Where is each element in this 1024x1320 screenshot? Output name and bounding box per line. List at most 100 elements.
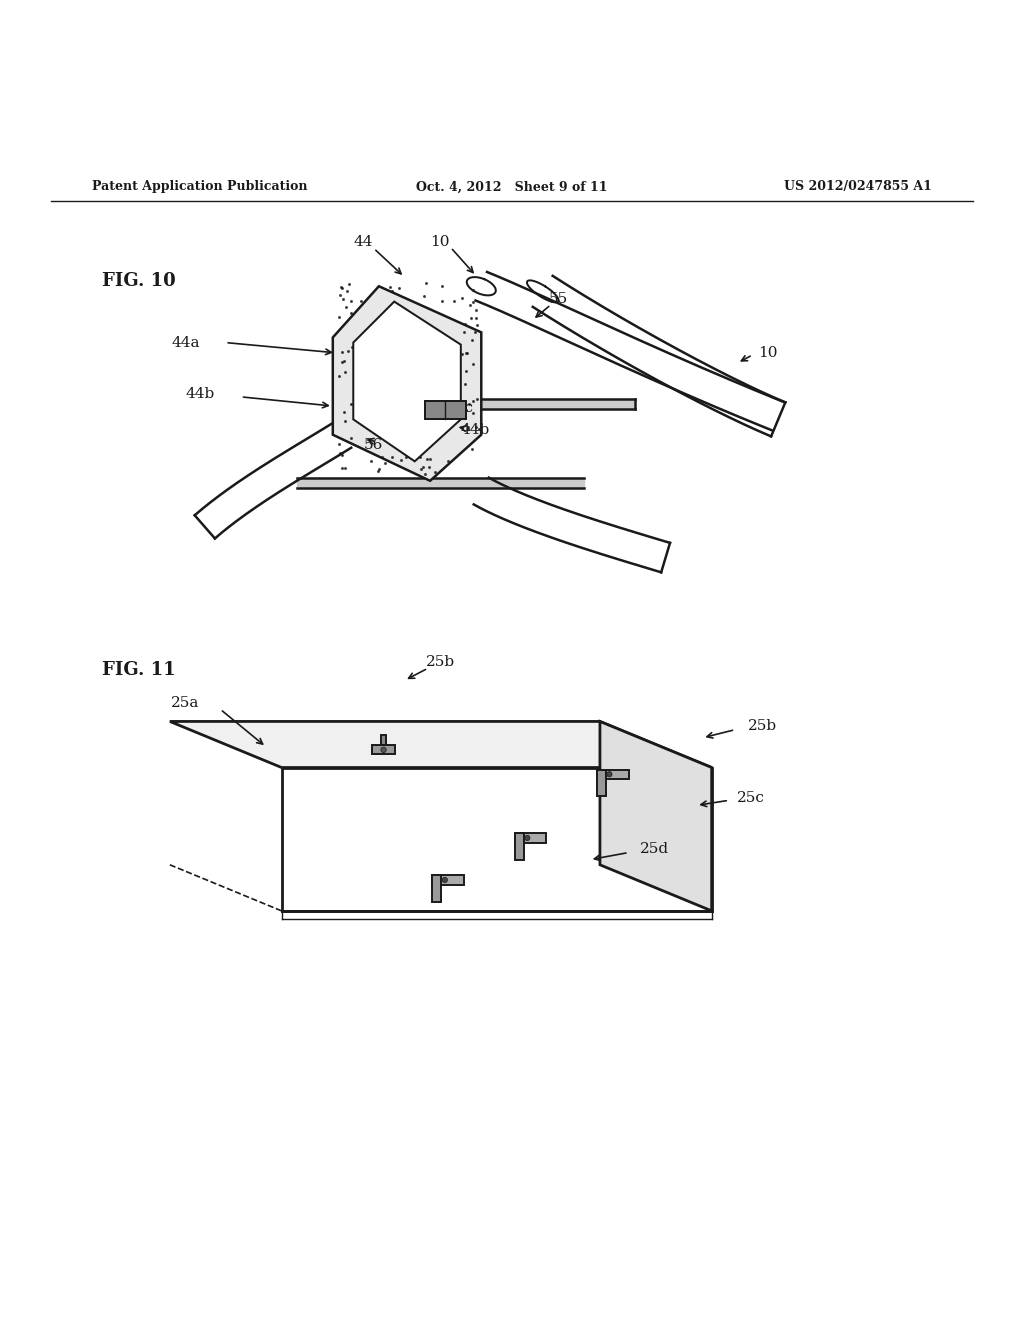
- Point: [334, 458, 350, 479]
- Text: 10: 10: [430, 235, 451, 249]
- Bar: [597, 770, 606, 796]
- Text: 25d: 25d: [640, 842, 669, 857]
- Text: 25b: 25b: [748, 718, 776, 733]
- Point: [336, 350, 352, 371]
- Point: [468, 300, 484, 321]
- Point: [397, 446, 414, 467]
- Point: [362, 450, 379, 471]
- Point: [434, 276, 451, 297]
- Polygon shape: [333, 286, 481, 480]
- Point: [422, 449, 438, 470]
- Point: [461, 393, 477, 414]
- Point: [463, 308, 479, 329]
- Point: [331, 306, 347, 327]
- Point: [391, 277, 408, 298]
- Circle shape: [607, 772, 612, 777]
- Point: [459, 342, 475, 363]
- Point: [340, 273, 356, 294]
- Point: [417, 463, 433, 484]
- Point: [331, 434, 347, 455]
- Point: [337, 411, 353, 432]
- Point: [415, 457, 431, 478]
- Point: [460, 417, 476, 438]
- Point: [454, 343, 470, 364]
- Point: [462, 294, 478, 315]
- Polygon shape: [170, 722, 712, 767]
- Point: [334, 277, 350, 298]
- Bar: [597, 770, 629, 779]
- Point: [445, 290, 462, 312]
- Polygon shape: [600, 722, 712, 911]
- Bar: [373, 746, 395, 754]
- Point: [465, 389, 481, 411]
- Point: [331, 366, 347, 387]
- Text: 44: 44: [353, 235, 374, 249]
- Text: 44b: 44b: [461, 422, 490, 437]
- Point: [464, 438, 480, 459]
- Point: [392, 450, 409, 471]
- Point: [332, 442, 348, 463]
- Point: [371, 458, 387, 479]
- Point: [412, 446, 428, 467]
- Point: [458, 360, 474, 381]
- Point: [457, 313, 473, 334]
- Point: [416, 285, 432, 306]
- Point: [336, 401, 352, 422]
- Point: [427, 462, 443, 483]
- Point: [465, 354, 481, 375]
- Bar: [432, 875, 441, 902]
- Point: [370, 461, 386, 482]
- Text: FIG. 10: FIG. 10: [102, 272, 176, 290]
- Point: [419, 449, 435, 470]
- Point: [337, 362, 353, 383]
- Point: [456, 321, 472, 342]
- Point: [454, 288, 470, 309]
- Bar: [425, 401, 466, 420]
- Point: [465, 280, 481, 301]
- Bar: [514, 833, 524, 859]
- Circle shape: [381, 747, 386, 752]
- Point: [339, 281, 355, 302]
- Point: [344, 337, 360, 358]
- Point: [332, 285, 348, 306]
- Text: 44a: 44a: [171, 335, 200, 350]
- Point: [458, 400, 474, 421]
- Circle shape: [442, 878, 447, 883]
- Text: 56: 56: [365, 438, 383, 451]
- Point: [418, 272, 434, 293]
- Point: [458, 342, 474, 363]
- Text: 55: 55: [549, 292, 567, 305]
- Point: [469, 388, 485, 409]
- Point: [343, 302, 359, 323]
- Bar: [381, 734, 386, 746]
- Point: [440, 450, 457, 471]
- Text: 25b: 25b: [426, 655, 455, 669]
- Point: [460, 418, 476, 440]
- Text: 10: 10: [758, 346, 777, 360]
- Text: US 2012/0247855 A1: US 2012/0247855 A1: [784, 181, 932, 194]
- Bar: [514, 833, 547, 842]
- Point: [377, 453, 393, 474]
- Point: [421, 457, 437, 478]
- Point: [333, 276, 349, 297]
- Point: [342, 426, 358, 447]
- Point: [465, 290, 481, 312]
- Point: [467, 322, 483, 343]
- Point: [434, 290, 451, 312]
- Polygon shape: [282, 767, 712, 911]
- Text: FIG. 11: FIG. 11: [102, 661, 176, 680]
- Point: [468, 308, 484, 329]
- Text: Patent Application Publication: Patent Application Publication: [92, 181, 307, 194]
- Point: [334, 342, 350, 363]
- Point: [340, 341, 356, 362]
- Point: [457, 374, 473, 395]
- Point: [336, 457, 352, 478]
- Point: [468, 416, 484, 437]
- Text: Oct. 4, 2012   Sheet 9 of 11: Oct. 4, 2012 Sheet 9 of 11: [416, 181, 608, 194]
- Text: 25c: 25c: [737, 791, 765, 805]
- Point: [334, 444, 350, 465]
- Text: 44b: 44b: [185, 387, 215, 401]
- Point: [343, 290, 359, 312]
- Bar: [432, 875, 464, 884]
- Point: [335, 288, 351, 309]
